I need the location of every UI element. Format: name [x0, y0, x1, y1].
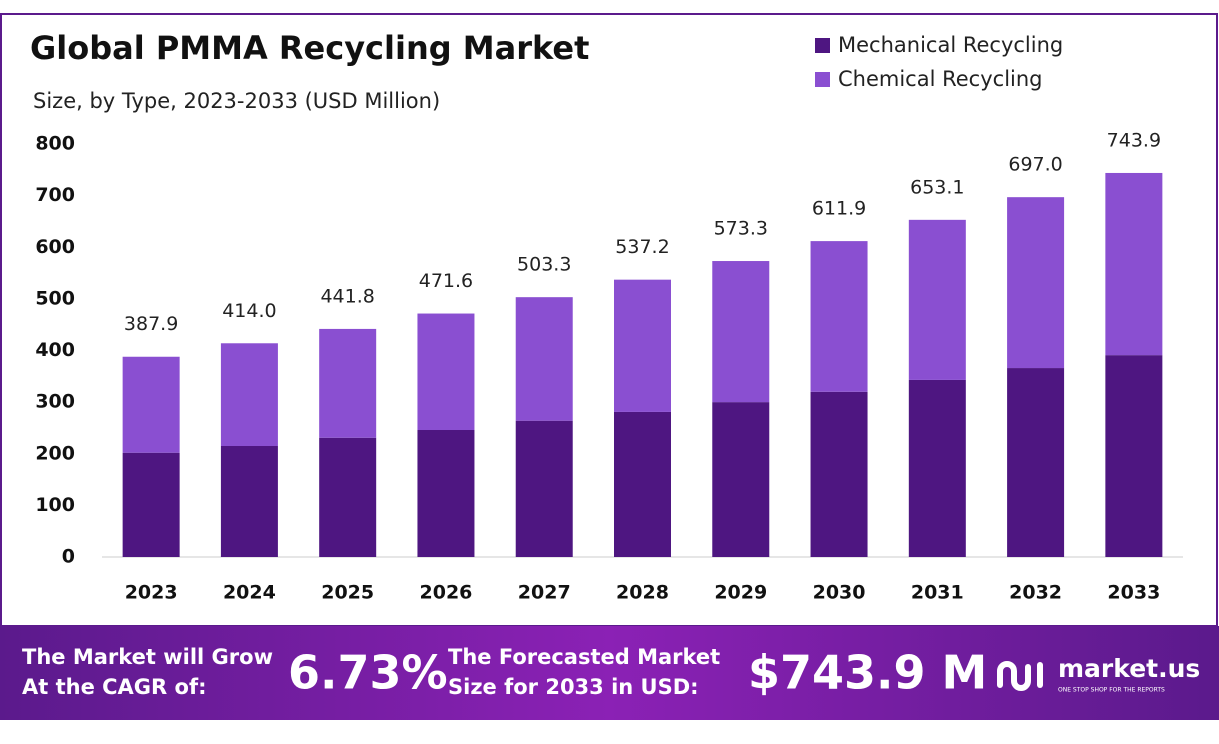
total-label: 697.0 — [1008, 154, 1062, 176]
x-tick-label: 2025 — [321, 582, 374, 604]
cagr-text: The Market will Grow — [22, 645, 273, 669]
legend-swatch — [815, 38, 830, 53]
total-label: 441.8 — [320, 285, 374, 307]
bar-segment — [319, 437, 377, 557]
bar-segment — [122, 356, 180, 453]
y-tick-label: 400 — [35, 339, 75, 361]
brand-tagline: ONE STOP SHOP FOR THE REPORTS — [1058, 687, 1165, 694]
total-label: 503.3 — [517, 254, 571, 276]
x-tick-label: 2023 — [125, 582, 178, 604]
total-label: 611.9 — [812, 198, 866, 220]
y-tick-label: 800 — [35, 133, 75, 155]
x-tick-label: 2033 — [1107, 582, 1160, 604]
bar-segment — [1105, 355, 1163, 557]
y-tick-label: 300 — [35, 391, 75, 413]
footer-banner — [0, 626, 1219, 720]
total-label: 387.9 — [124, 313, 178, 335]
bar-segment — [220, 446, 278, 557]
bar-segment — [810, 391, 868, 557]
legend-label: Mechanical Recycling — [838, 33, 1063, 57]
brand-logo-icon — [997, 661, 1043, 691]
bar-segment — [908, 219, 966, 380]
chart-subtitle: Size, by Type, 2023-2033 (USD Million) — [33, 89, 440, 113]
total-label: 573.3 — [714, 218, 768, 240]
bar-segment — [220, 343, 278, 447]
bar-segment — [614, 411, 671, 557]
x-tick-label: 2024 — [223, 582, 276, 604]
total-label: 414.0 — [222, 300, 276, 322]
forecast-text: The Forecasted Market — [448, 645, 720, 669]
bar-segment — [1007, 197, 1065, 369]
x-tick-label: 2028 — [616, 582, 669, 604]
x-tick-label: 2029 — [714, 582, 767, 604]
legend-swatch — [815, 72, 830, 87]
y-tick-label: 200 — [35, 442, 75, 464]
total-label: 537.2 — [615, 236, 669, 258]
forecast-value: $743.9 M — [748, 646, 987, 700]
bar-segment — [417, 313, 475, 431]
bar-segment — [712, 261, 770, 403]
y-tick-label: 600 — [35, 236, 75, 258]
total-label: 471.6 — [419, 270, 473, 292]
bar-segment — [1007, 368, 1065, 557]
bar-segment — [1105, 172, 1163, 356]
bar-segment — [122, 452, 180, 557]
bar-segment — [515, 297, 573, 421]
bar-segment — [515, 420, 573, 557]
chart-title: Global PMMA Recycling Market — [30, 29, 589, 67]
x-tick-label: 2032 — [1009, 582, 1062, 604]
total-label: 653.1 — [910, 176, 964, 198]
y-tick-label: 100 — [35, 494, 75, 516]
x-tick-label: 2026 — [420, 582, 473, 604]
bar-segment — [614, 279, 671, 412]
bar-segment — [319, 328, 377, 438]
y-tick-label: 700 — [35, 184, 75, 206]
bar-segment — [908, 379, 966, 557]
y-tick-label: 500 — [35, 287, 75, 309]
x-tick-label: 2030 — [813, 582, 866, 604]
legend-label: Chemical Recycling — [838, 67, 1043, 91]
forecast-text: Size for 2033 in USD: — [448, 675, 699, 699]
brand-name: market.us — [1058, 654, 1200, 683]
x-tick-label: 2027 — [518, 582, 571, 604]
bar-segment — [712, 402, 770, 557]
x-tick-label: 2031 — [911, 582, 964, 604]
cagr-value: 6.73% — [288, 646, 448, 700]
bar-segment — [810, 241, 868, 392]
cagr-text: At the CAGR of: — [22, 675, 207, 699]
bar-segment — [417, 430, 475, 557]
total-label: 743.9 — [1107, 129, 1161, 151]
y-tick-label: 0 — [62, 546, 75, 568]
